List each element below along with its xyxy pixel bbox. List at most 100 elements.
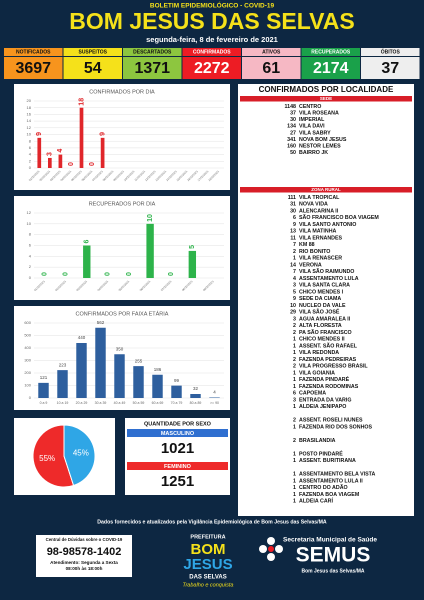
value-label: 0: [89, 162, 96, 166]
row-count: 27: [290, 130, 296, 136]
x-tick-label: 40 a 49: [114, 401, 126, 405]
row-count: 2: [293, 249, 296, 255]
row-count: 1: [293, 424, 296, 430]
value-label: 562: [97, 320, 105, 325]
stat-box: [4, 57, 63, 79]
row-count: 2: [293, 418, 296, 424]
semus-icon: [259, 537, 283, 561]
row-name: FAZENDA PINDARÉ: [299, 375, 350, 383]
row-name: VILA SANTA CLARA: [299, 283, 350, 289]
value-label: 223: [59, 362, 67, 367]
row-count: 1: [293, 499, 296, 505]
stat-label-band: [361, 48, 420, 56]
bar: [188, 250, 197, 278]
bar: [76, 343, 87, 398]
x-tick-label: 80 a 89: [190, 401, 202, 405]
y-tick-label: 12: [27, 125, 32, 130]
bar: [37, 137, 42, 168]
row-count: 6: [293, 391, 296, 397]
row-name: VILA PROGRESSO BRASIL: [299, 364, 368, 370]
row-count: 1: [293, 451, 296, 457]
y-tick-label: 16: [27, 111, 32, 116]
row-name: VILA REDONDA: [299, 350, 339, 356]
chart-panel: [14, 196, 230, 300]
row-count: 1: [293, 458, 296, 464]
value-label: 9: [36, 132, 43, 136]
localidade-title: CONFIRMADOS POR LOCALIDADE: [259, 85, 394, 94]
row-count: 1: [293, 492, 296, 498]
stat-label-band: [182, 48, 241, 56]
stat-label: ÓBITOS: [381, 48, 401, 56]
y-tick-label: 100: [24, 383, 31, 388]
value-label: 255: [135, 358, 143, 363]
row-name: POSTO PINDARÉ: [299, 449, 343, 457]
x-tick-label: 0 a 9: [40, 401, 48, 405]
y-tick-label: 0: [29, 395, 32, 400]
row-name: VILA SABRY: [299, 130, 331, 136]
value-label: 4: [213, 390, 216, 395]
y-tick-label: 500: [24, 333, 31, 338]
row-name: ASSENTAMENTO BELA VISTA: [299, 472, 375, 478]
value-label: 32: [193, 386, 199, 391]
row-name: VILA SÃO JOSÉ: [299, 308, 340, 316]
bar: [171, 385, 182, 398]
value-label: 6: [84, 240, 91, 244]
x-tick-label: 30 a 39: [95, 401, 107, 405]
section-name: ZONA RURAL: [311, 187, 341, 192]
y-tick-label: 4: [29, 152, 32, 157]
pie-label: 55%: [39, 454, 55, 463]
row-name: CAPOEMA: [299, 391, 326, 397]
section-name: SEDE: [320, 96, 332, 101]
y-tick-label: 12: [27, 210, 32, 215]
footer-note: Dados fornecidos e atualizados pela Vigi…: [97, 519, 327, 525]
row-count: 2: [293, 330, 296, 336]
value-label: 0: [41, 272, 48, 276]
sex-label: FEMININO: [164, 464, 192, 470]
y-tick-label: 10: [27, 221, 32, 226]
bar: [114, 354, 125, 398]
y-tick-label: 400: [24, 345, 31, 350]
row-name: CENTRO: [299, 104, 321, 110]
chart-panel: [14, 84, 230, 190]
row-name: RIO BONITO: [299, 249, 330, 255]
row-count: 11: [290, 235, 296, 241]
sex-title: QUANTIDADE POR SEXO: [144, 421, 212, 427]
row-name: FAZENDA PEDREIRAS: [299, 357, 357, 363]
row-count: 1: [293, 350, 296, 356]
stat-label-band: [63, 48, 122, 56]
row-count: 29: [290, 310, 296, 316]
row-name: ALDEIA CARÍ: [299, 497, 333, 505]
stat-value: 61: [262, 60, 280, 77]
row-count: 9: [293, 296, 296, 302]
bar: [83, 245, 91, 278]
stat-value: 1371: [134, 60, 170, 77]
stat-label-band: [242, 48, 301, 56]
row-count: 3: [293, 316, 296, 322]
y-tick-label: 6: [29, 243, 32, 248]
row-name: VILA GOIANIA: [299, 370, 335, 376]
sex-band: [127, 462, 228, 470]
row-name: ASSENTAMENTO LULA: [299, 276, 359, 282]
bar: [95, 327, 106, 398]
contact-box: [36, 535, 132, 577]
stat-box: [301, 57, 360, 79]
row-count: 3: [293, 283, 296, 289]
x-tick-label: 20 a 29: [76, 401, 88, 405]
bar: [146, 223, 154, 278]
y-tick-label: 14: [27, 118, 32, 123]
stat-label-band: [4, 48, 63, 56]
row-count: 14: [290, 262, 296, 268]
stat-label-band: [301, 48, 360, 56]
stat-label: NOTIFICADOS: [16, 50, 51, 56]
stat-box: [361, 57, 420, 79]
stat-value: 2272: [194, 60, 230, 77]
row-name: NESTOR LEMES: [299, 144, 341, 150]
value-label: 0: [68, 162, 75, 166]
localidade-panel: [238, 84, 414, 516]
bar: [38, 382, 49, 398]
contact-phone: 98-98578-1402: [47, 546, 122, 558]
chart-title: RECUPERADOS POR DIA: [89, 201, 156, 207]
x-tick-label: >= 90: [210, 401, 219, 405]
y-tick-label: 4: [29, 253, 32, 258]
